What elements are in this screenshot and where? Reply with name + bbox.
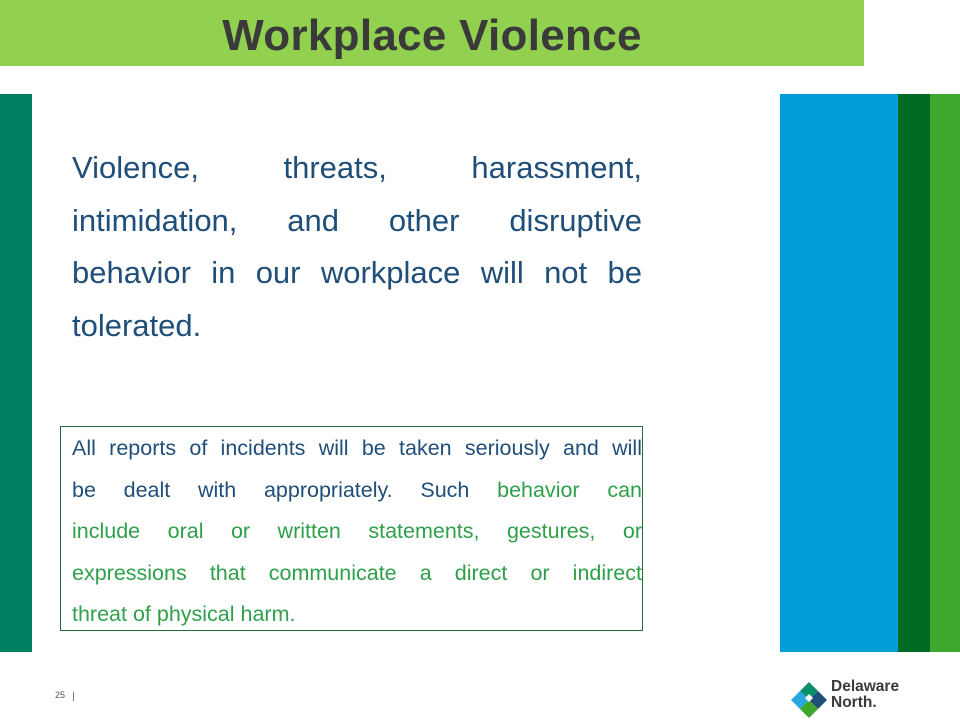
notice-text-blue: All reports of incidents will be taken s… [72, 436, 642, 460]
right-dark-green-stripe [898, 94, 930, 652]
page-number: 25 [55, 690, 66, 700]
main-statement: Violence, threats, harassment, intimidat… [72, 142, 642, 352]
footer-divider [73, 692, 74, 701]
title-bar [0, 0, 864, 66]
word: and [287, 202, 339, 238]
statement-line-1: Violence, threats, harassment, [72, 142, 642, 195]
slide-title: Workplace Violence [222, 11, 642, 60]
company-logo: Delaware North. [790, 676, 910, 718]
word: will [480, 255, 524, 290]
statement-line-4: tolerated. [72, 300, 642, 353]
notice-text-green: behavior can [497, 477, 642, 502]
logo-wordmark: Delaware North. [831, 679, 899, 711]
notice-box [60, 426, 643, 631]
word: intimidation, [72, 202, 238, 238]
word: threats, [283, 150, 387, 185]
notice-line-1: All reports of incidents will be taken s… [72, 428, 642, 470]
notice-box-text: All reports of incidents will be taken s… [72, 428, 642, 636]
notice-text-green: threat of physical harm. [72, 602, 296, 626]
word: workplace [320, 255, 461, 290]
statement-line-3: behavior in our workplace will not be [72, 247, 642, 300]
word: behavior [72, 255, 191, 290]
delaware-north-diamond-icon [791, 682, 827, 718]
word: our [255, 255, 301, 290]
notice-line-2: be dealt with appropriately. Such behavi… [72, 470, 642, 512]
logo-line-2: North. [831, 694, 877, 711]
word: disruptive [509, 202, 642, 238]
word: Violence, [72, 150, 199, 185]
right-blue-stripe [780, 94, 898, 652]
notice-text-green: include oral or written statements, gest… [72, 519, 642, 543]
logo-line-1: Delaware [831, 678, 900, 695]
notice-text-green: expressions that communicate a direct or… [72, 560, 642, 585]
word: tolerated. [72, 307, 202, 343]
notice-line-4: expressions that communicate a direct or… [72, 553, 642, 595]
notice-text-blue: be dealt with appropriately. Such [72, 477, 470, 502]
word: in [211, 255, 236, 290]
right-green-stripe [930, 94, 960, 652]
word: be [607, 255, 642, 290]
notice-line-3: include oral or written statements, gest… [72, 511, 642, 553]
word: harassment, [471, 150, 642, 185]
notice-line-5: threat of physical harm. [72, 594, 642, 636]
statement-line-2: intimidation, and other disruptive [72, 195, 642, 248]
word: other [388, 202, 460, 238]
left-accent-stripe [0, 94, 32, 652]
word: not [544, 255, 588, 290]
